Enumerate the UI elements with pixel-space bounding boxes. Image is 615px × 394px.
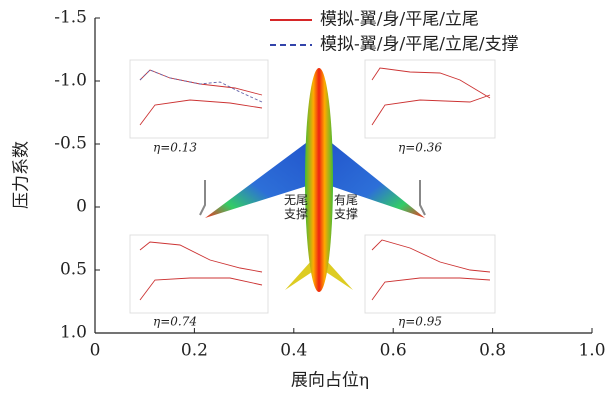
inset-plot	[365, 60, 495, 138]
connector	[200, 180, 205, 215]
y-tick-label: -0.5	[54, 134, 87, 154]
inset-plot	[365, 235, 495, 313]
fuselage	[305, 68, 333, 292]
chart: 展向占位η 压力系数 0 0.2 0.4 0.6 0.8 1.0 -1.5 -1.0 -0.5 0…	[0, 0, 615, 394]
annotation: 有尾支撑	[334, 193, 358, 221]
page: 展向占位η 压力系数 0 0.2 0.4 0.6 0.8 1.0 -1.5 -1.0 -0.5 0…	[0, 0, 615, 394]
y-tick-label: -1.5	[54, 8, 87, 28]
tail	[285, 260, 312, 290]
x-tick-label: 0.4	[280, 341, 307, 361]
legend-label: 模拟-翼/身/平尾/立尾	[320, 10, 479, 30]
annotation: 无尾支撑	[284, 193, 308, 221]
y-tick-label: 0.5	[60, 260, 87, 280]
x-tick-label: 1.0	[578, 341, 605, 361]
y-tick-label: 1.0	[60, 323, 87, 343]
annotation: η=0.36	[398, 141, 442, 155]
x-axis-label: 展向占位η	[291, 371, 369, 391]
inset-plot	[130, 235, 268, 313]
x-tick-label: 0	[90, 341, 101, 361]
x-tick-label: 0.8	[479, 341, 506, 361]
inset-plot	[130, 60, 268, 138]
y-tick-label: 0	[76, 197, 87, 217]
annotation: η=0.74	[153, 315, 197, 329]
annotation: η=0.95	[398, 315, 442, 329]
connector	[420, 180, 425, 215]
legend-label: 模拟-翼/身/平尾/立尾/支撑	[320, 35, 519, 55]
x-tick-label: 0.2	[181, 341, 208, 361]
y-tick-label: -1.0	[54, 71, 87, 91]
y-axis-label: 压力系数	[12, 141, 32, 209]
tail	[326, 260, 353, 290]
x-tick-label: 0.6	[380, 341, 407, 361]
annotation: η=0.13	[153, 141, 197, 155]
